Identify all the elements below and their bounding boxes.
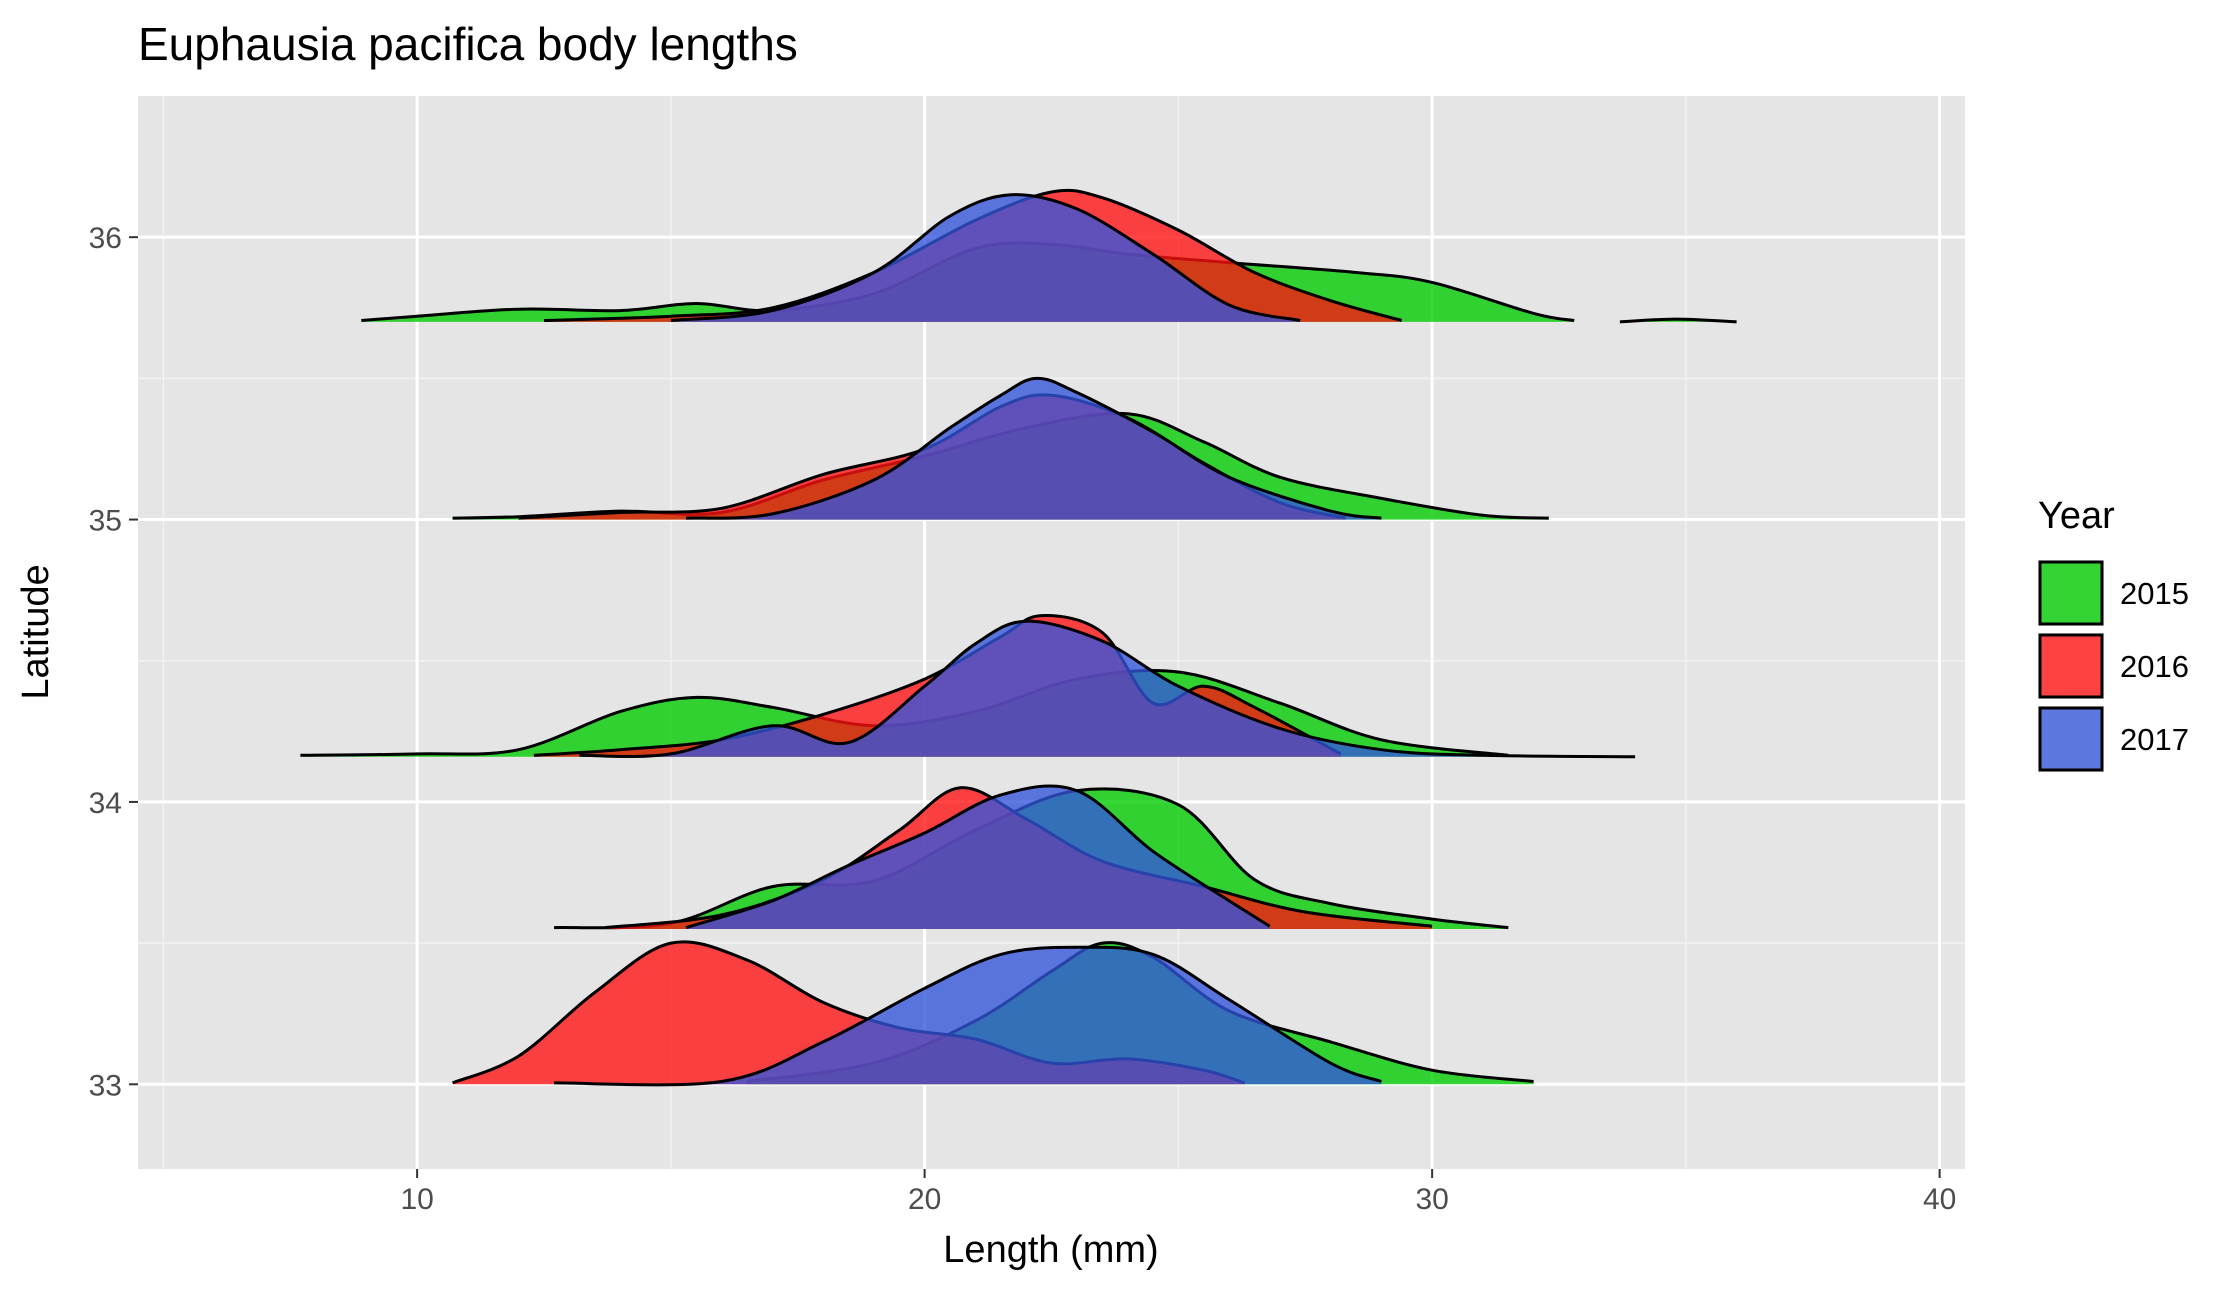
ridge-outline-2015-lat-35.7 — [1619, 317, 1737, 324]
y-axis-title: Latitude — [15, 564, 57, 699]
legend-swatch-2016 — [2038, 633, 2104, 699]
ridge-outline-2017-lat-35 — [686, 376, 1382, 520]
ridge-fill-2017-lat-33.55 — [686, 785, 1270, 929]
y-tick-label: 35 — [89, 505, 122, 538]
ridge-fill-2017-lat-35.7 — [670, 194, 1301, 322]
ridge-outline-2017-lat-33 — [554, 945, 1382, 1087]
x-tick-label: 30 — [1415, 1183, 1448, 1216]
legend-swatch-2015 — [2038, 560, 2104, 626]
y-axis: 33 34 35 36 — [89, 222, 138, 1102]
x-axis: 10 20 30 40 — [400, 1169, 1956, 1216]
legend-label-2016: 2016 — [2120, 649, 2189, 684]
ridge-outline-2017-lat-35.7 — [670, 193, 1301, 322]
legend: Year 2015 2016 2017 — [2038, 495, 2189, 772]
chart-title: Euphausia pacifica body lengths — [138, 18, 798, 70]
x-tick-label: 20 — [908, 1183, 941, 1216]
ridge-outline-2017-lat-33.55 — [685, 784, 1271, 930]
y-tick-label: 34 — [89, 787, 122, 820]
x-tick-label: 10 — [400, 1183, 433, 1216]
y-tick-label: 33 — [89, 1069, 122, 1102]
y-tick-label: 36 — [89, 222, 122, 255]
legend-label-2015: 2015 — [2120, 576, 2189, 611]
ridge-fill-2017-lat-33 — [554, 947, 1382, 1085]
x-axis-title: Length (mm) — [943, 1229, 1158, 1271]
legend-title: Year — [2038, 495, 2115, 537]
legend-swatch-2017 — [2038, 706, 2104, 772]
ridge-fill-2017-lat-35 — [686, 378, 1382, 520]
ridge-fill-2017-lat-34.16 — [579, 621, 1636, 757]
ridge-outline-2017-lat-34.16 — [579, 619, 1636, 759]
legend-label-2017: 2017 — [2120, 722, 2189, 757]
x-tick-label: 40 — [1923, 1183, 1956, 1216]
density-ridges — [300, 188, 1737, 1087]
